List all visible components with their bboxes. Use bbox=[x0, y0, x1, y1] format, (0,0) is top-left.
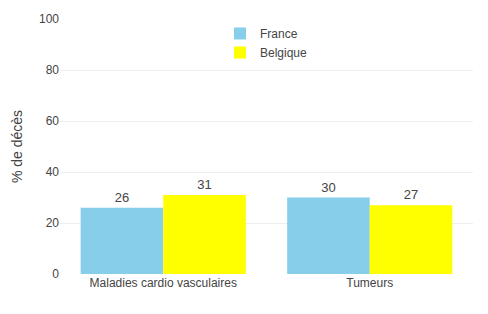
svg-text:26: 26 bbox=[115, 190, 129, 205]
svg-text:Maladies cardio vasculaires: Maladies cardio vasculaires bbox=[90, 276, 237, 290]
svg-text:100: 100 bbox=[39, 12, 59, 26]
svg-text:30: 30 bbox=[321, 180, 335, 195]
svg-text:Tumeurs: Tumeurs bbox=[346, 276, 393, 290]
svg-text:31: 31 bbox=[197, 177, 211, 192]
svg-text:% de décès: % de décès bbox=[9, 110, 25, 183]
svg-text:France: France bbox=[260, 27, 298, 41]
svg-text:Belgique: Belgique bbox=[260, 46, 307, 60]
svg-text:20: 20 bbox=[46, 216, 60, 230]
svg-text:0: 0 bbox=[52, 267, 59, 281]
svg-text:80: 80 bbox=[46, 63, 60, 77]
svg-text:60: 60 bbox=[46, 114, 60, 128]
svg-text:27: 27 bbox=[404, 187, 418, 202]
svg-text:40: 40 bbox=[46, 165, 60, 179]
